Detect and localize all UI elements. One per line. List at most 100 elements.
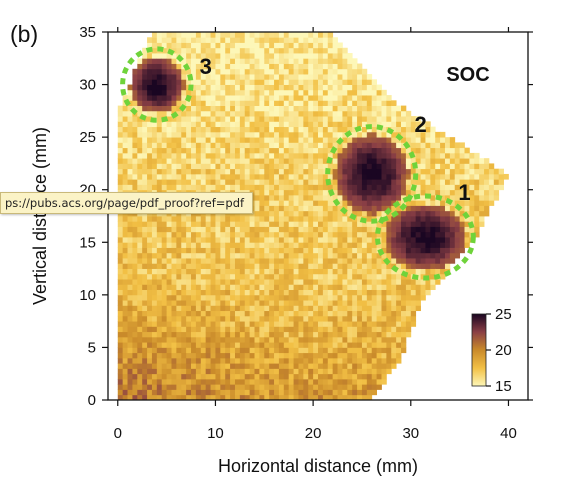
heatmap-cell: [332, 74, 338, 80]
heatmap-cell: [117, 226, 124, 233]
heatmap-cell: [425, 252, 431, 259]
heatmap-cell: [303, 315, 309, 322]
heatmap-cell: [254, 137, 260, 143]
heatmap-cell: [283, 378, 290, 385]
heatmap-cell: [259, 273, 265, 280]
heatmap-cell: [205, 179, 211, 185]
heatmap-cell: [308, 216, 314, 222]
heatmap-cell: [327, 289, 334, 296]
heatmap-cell: [191, 32, 197, 38]
heatmap-cell: [181, 231, 187, 238]
heatmap-cell: [230, 242, 236, 248]
heatmap-cell: [171, 226, 177, 233]
heatmap-cell: [371, 347, 377, 354]
heatmap-cell: [200, 263, 207, 269]
heatmap-cell: [205, 63, 211, 70]
heatmap-cell: [205, 131, 211, 138]
heatmap-cell: [444, 263, 451, 269]
heatmap-cell: [474, 189, 480, 196]
heatmap-cell: [205, 242, 211, 248]
heatmap-cell: [405, 210, 412, 217]
heatmap-cell: [459, 152, 465, 159]
heatmap-cell: [303, 32, 309, 38]
heatmap-cell: [151, 137, 158, 143]
heatmap-cell: [161, 147, 167, 154]
heatmap-cell: [215, 79, 221, 85]
heatmap-cell: [244, 294, 251, 301]
heatmap-cell: [161, 84, 167, 91]
heatmap-cell: [205, 336, 211, 343]
heatmap-cell: [318, 300, 324, 306]
heatmap-cell: [288, 210, 294, 217]
heatmap-cell: [288, 389, 294, 396]
heatmap-cell: [249, 368, 255, 375]
heatmap-cell: [361, 263, 368, 269]
heatmap-cell: [269, 347, 275, 354]
heatmap-cell: [347, 189, 353, 196]
heatmap-cell: [381, 226, 387, 233]
heatmap-cell: [371, 336, 377, 343]
heatmap-cell: [342, 84, 348, 91]
heatmap-cell: [396, 121, 402, 128]
heatmap-cell: [278, 194, 285, 201]
heatmap-cell: [361, 237, 368, 243]
heatmap-cell: [186, 47, 192, 54]
heatmap-cell: [264, 68, 270, 75]
heatmap-cell: [313, 237, 319, 243]
heatmap-cell: [137, 105, 143, 112]
heatmap-cell: [220, 378, 226, 385]
heatmap-cell: [376, 95, 382, 101]
heatmap-cell: [327, 200, 334, 206]
heatmap-cell: [234, 173, 241, 180]
heatmap-cell: [361, 258, 368, 264]
heatmap-cell: [430, 263, 436, 269]
heatmap-cell: [298, 189, 304, 196]
heatmap-cell: [176, 158, 182, 164]
heatmap-cell: [132, 384, 138, 390]
heatmap-cell: [313, 121, 319, 128]
heatmap-cell: [410, 237, 417, 243]
heatmap-cell: [283, 194, 290, 201]
heatmap-cell: [195, 137, 202, 143]
heatmap-cell: [405, 252, 412, 259]
heatmap-cell: [371, 252, 377, 259]
heatmap-cell: [332, 363, 338, 369]
heatmap-cell: [303, 84, 309, 91]
heatmap-cell: [313, 210, 319, 217]
heatmap-cell: [127, 336, 133, 343]
heatmap-cell: [239, 279, 246, 285]
heatmap-cell: [318, 305, 324, 312]
heatmap-cell: [142, 242, 148, 248]
heatmap-cell: [239, 373, 246, 380]
heatmap-cell: [405, 131, 412, 138]
heatmap-cell: [225, 126, 231, 133]
heatmap-cell: [425, 247, 431, 254]
heatmap-cell: [225, 315, 231, 322]
heatmap-cell: [254, 158, 260, 164]
heatmap-cell: [249, 384, 255, 390]
heatmap-cell: [391, 126, 397, 133]
heatmap-cell: [278, 100, 285, 106]
heatmap-cell: [396, 105, 402, 112]
heatmap-cell: [117, 121, 124, 128]
heatmap-cell: [342, 126, 348, 133]
heatmap-cell: [337, 378, 343, 385]
heatmap-cell: [440, 273, 446, 280]
heatmap-cell: [274, 42, 280, 49]
heatmap-cell: [459, 194, 465, 201]
heatmap-cell: [191, 373, 197, 380]
heatmap-cell: [269, 95, 275, 101]
heatmap-cell: [303, 179, 309, 185]
heatmap-cell: [142, 110, 148, 117]
heatmap-cell: [176, 368, 182, 375]
heatmap-cell: [127, 305, 133, 312]
heatmap-cell: [137, 121, 143, 128]
heatmap-cell: [259, 194, 265, 201]
heatmap-cell: [327, 68, 334, 75]
heatmap-cell: [288, 95, 294, 101]
heatmap-cell: [191, 37, 197, 43]
heatmap-cell: [181, 121, 187, 128]
heatmap-cell: [195, 110, 202, 117]
heatmap-cell: [195, 368, 202, 375]
heatmap-cell: [303, 137, 309, 143]
